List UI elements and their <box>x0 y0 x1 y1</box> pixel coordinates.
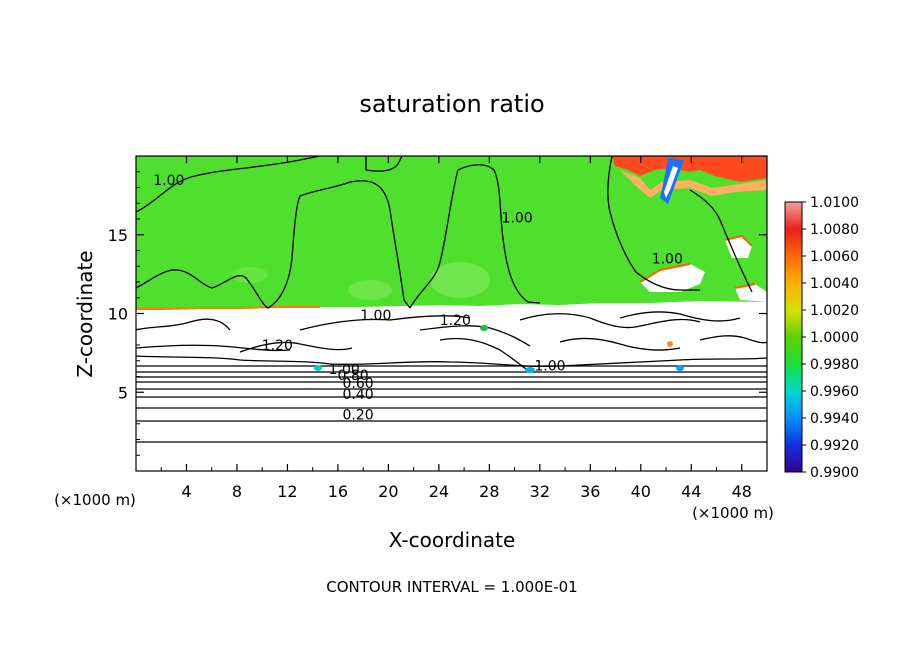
x-unit-label: (×1000 m) <box>692 504 774 522</box>
speck <box>667 341 673 347</box>
speck <box>676 365 684 371</box>
speck <box>525 367 535 373</box>
contour-labels: 1.001.001.001.001.201.201.001.000.800.60… <box>153 173 683 424</box>
y-tick-label: 15 <box>108 226 128 245</box>
contour-interval-note: CONTOUR INTERVAL = 1.000E-01 <box>326 578 577 596</box>
contour-line <box>689 189 753 293</box>
colorbar-label: 1.0020 <box>810 303 859 319</box>
y-axis: 5 10 15 <box>108 171 767 456</box>
contour-line <box>519 313 701 329</box>
contour-line <box>299 315 471 331</box>
colorbar-label: 1.0000 <box>810 330 859 346</box>
colorbar-label: 0.9900 <box>810 465 859 481</box>
x-tick-label: 24 <box>429 482 449 501</box>
x-tick-label: 20 <box>378 482 398 501</box>
chart-title: saturation ratio <box>359 90 544 118</box>
supersaturated-region <box>612 156 767 182</box>
contour-line <box>607 156 700 291</box>
colorbar-segment <box>785 445 802 473</box>
x-tick-label: 40 <box>631 482 651 501</box>
contour-label: 1.00 <box>652 252 683 268</box>
contour-label: 1.20 <box>262 338 293 354</box>
contour-line <box>136 269 269 309</box>
contour-line <box>136 156 321 213</box>
contour-label: 1.20 <box>440 313 471 329</box>
dry-gap <box>735 284 767 302</box>
x-axis-label: X-coordinate <box>389 528 516 552</box>
x-tick-label: 8 <box>232 482 242 501</box>
x-tick-label: 12 <box>277 482 297 501</box>
contour-line <box>559 337 681 351</box>
colorbar-label: 1.0060 <box>810 249 859 265</box>
contour-line <box>699 335 767 344</box>
x-tick-label: 32 <box>530 482 550 501</box>
light-green-patch <box>430 262 490 298</box>
y-unit-label: (×1000 m) <box>54 491 136 509</box>
speck <box>480 325 488 331</box>
colorbar-segment <box>785 418 802 446</box>
cloud-edge <box>136 306 320 310</box>
colorbar-segment <box>785 337 802 365</box>
contour-label: 0.80 <box>337 368 368 384</box>
contour-line <box>419 325 531 347</box>
dry-gap <box>725 236 752 258</box>
colorbar-label: 0.9920 <box>810 438 859 454</box>
colorbar-segment <box>785 256 802 284</box>
colorbar-segment <box>785 202 802 230</box>
contour-line <box>559 357 767 367</box>
y-tick-label: 10 <box>108 305 128 324</box>
light-green-patch <box>348 280 392 300</box>
colorbar-segment <box>785 229 802 257</box>
contour-line <box>136 355 561 368</box>
plot-area <box>136 156 767 471</box>
contour-line <box>239 341 353 353</box>
supersaturated-region-light <box>620 170 767 198</box>
light-green-patch <box>232 267 268 283</box>
colorbar-segment <box>785 391 802 419</box>
colorbar-label: 1.0100 <box>810 195 859 211</box>
contour-line <box>136 318 231 331</box>
saturated-region <box>136 156 767 310</box>
colorbar-label: 0.9940 <box>810 411 859 427</box>
contour-label: 0.20 <box>343 407 374 423</box>
contour-line <box>136 344 291 352</box>
colorbar-label: 0.9960 <box>810 384 859 400</box>
x-tick-label: 4 <box>181 482 191 501</box>
x-tick-label: 36 <box>580 482 600 501</box>
contour-line <box>365 156 403 172</box>
contour-label: 1.00 <box>502 211 533 227</box>
contour-label: 1.00 <box>153 173 184 189</box>
contour-label: 0.40 <box>343 387 374 403</box>
subsaturated-core <box>664 166 678 198</box>
contour-label: 1.00 <box>534 359 565 375</box>
x-tick-label: 16 <box>328 482 348 501</box>
colorbar: 1.0100 1.0080 1.0060 1.0040 1.0020 1.0000 0.99… <box>784 195 859 481</box>
y-axis-label: Z-coordinate <box>73 250 97 377</box>
colorbar-label: 0.9980 <box>810 357 859 373</box>
speck <box>314 365 322 371</box>
colorbar-segment <box>785 283 802 311</box>
colorbar-segment <box>785 310 802 338</box>
x-tick-label: 28 <box>479 482 499 501</box>
colorbar-label: 1.0080 <box>810 222 859 238</box>
contour-line <box>619 311 741 322</box>
cloud-edge <box>639 234 756 289</box>
y-tick-label: 5 <box>118 383 128 402</box>
contour-line <box>409 164 541 309</box>
colorbar-label: 1.0040 <box>810 276 859 292</box>
contour-label: 1.00 <box>329 362 360 378</box>
x-tick-label: 48 <box>732 482 752 501</box>
x-tick-label: 44 <box>681 482 701 501</box>
colorbar-segment <box>785 364 802 392</box>
contour-line <box>267 180 411 309</box>
contour-label: 1.00 <box>360 308 391 324</box>
contour-label: 0.60 <box>343 376 374 392</box>
contours <box>136 156 767 443</box>
x-axis: 4 8 12 16 20 24 28 32 36 40 44 48 <box>160 156 752 501</box>
